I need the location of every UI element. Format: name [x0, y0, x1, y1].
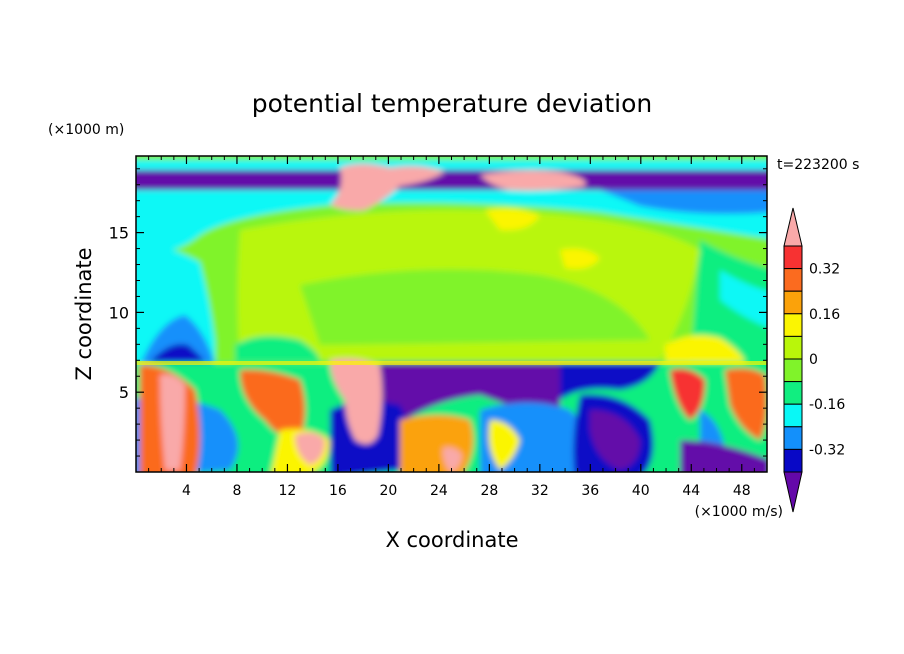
- contour-region: [400, 415, 474, 472]
- contour-region: [442, 447, 462, 472]
- contour-region: [295, 432, 325, 465]
- x-tick-label: 12: [279, 483, 297, 499]
- colorbar-segment: [783, 471, 803, 513]
- x-tick-label: 28: [480, 483, 498, 499]
- x-tick-label: 36: [581, 483, 599, 499]
- colorbar: [783, 207, 803, 513]
- colorbar-segment: [783, 290, 803, 315]
- colorbar-tick-label: 0.16: [809, 307, 840, 323]
- time-label: t=223200 s: [777, 157, 859, 173]
- colorbar-segment: [783, 426, 803, 450]
- contour-region: [300, 269, 650, 345]
- contour-region: [488, 420, 520, 470]
- contour-region: [136, 170, 767, 190]
- colorbar-segment: [783, 403, 803, 428]
- colorbar-tick-label: -0.32: [809, 442, 845, 458]
- contour-region: [665, 335, 745, 362]
- colorbar-tick-label: 0: [809, 352, 818, 368]
- contour-region: [240, 369, 305, 440]
- contour-region: [600, 190, 767, 214]
- x-tick-label: 16: [329, 483, 347, 499]
- contour-region: [136, 160, 767, 170]
- contour-region: [330, 358, 383, 444]
- contour-region: [485, 208, 540, 231]
- x-tick-label: 24: [430, 483, 448, 499]
- x-tick-label: 44: [682, 483, 700, 499]
- x-tick-label: 20: [379, 483, 397, 499]
- x-ticks: 4 8 12 16 20 24 28 32 36 40 44 48: [148, 156, 755, 499]
- x-axis-label: X coordinate: [385, 528, 518, 552]
- contour-region: [235, 336, 320, 362]
- inversion-line: [136, 361, 767, 365]
- contour-region: [380, 363, 560, 440]
- colorbar-segment: [783, 335, 803, 360]
- colorbar-segment: [783, 207, 803, 247]
- contour-region: [560, 248, 600, 269]
- y-tick-label: 5: [119, 383, 129, 402]
- contour-region: [150, 344, 205, 362]
- contour-region: [680, 440, 767, 472]
- chart-title: potential temperature deviation: [252, 89, 652, 118]
- contour-region: [670, 368, 705, 420]
- colorbar-segment: [783, 313, 803, 337]
- colorbar-segment: [783, 358, 803, 383]
- contour-region: [160, 374, 185, 470]
- x-tick-label: 8: [232, 483, 241, 499]
- colorbar-segment: [783, 245, 803, 270]
- y-tick-label: 15: [109, 224, 129, 243]
- contour-region: [480, 170, 586, 191]
- colorbar-tick-label: -0.16: [809, 397, 845, 413]
- y-unit-label: (×1000 m): [48, 122, 124, 138]
- x-tick-label: 48: [733, 483, 751, 499]
- contour-region: [725, 368, 767, 440]
- x-tick-label: 32: [531, 483, 549, 499]
- colorbar-segment: [783, 381, 803, 405]
- y-tick-label: 10: [109, 303, 129, 322]
- colorbar-segment: [783, 448, 803, 473]
- colorbar-ticks: 0.32 0.16 0 -0.16 -0.32: [809, 262, 845, 459]
- colorbar-tick-label: 0.32: [809, 262, 840, 278]
- contour-region: [560, 363, 660, 400]
- y-axis-label: Z coordinate: [72, 247, 96, 380]
- y-ticks: 5 10 15: [109, 168, 767, 457]
- contour-region: [330, 164, 445, 211]
- contour-region: [136, 190, 767, 253]
- contour-region: [720, 270, 767, 328]
- colorbar-segment: [783, 268, 803, 292]
- contour-region: [590, 410, 640, 470]
- x-tick-label: 40: [632, 483, 650, 499]
- contour-field: [136, 156, 767, 472]
- x-tick-label: 4: [182, 483, 191, 499]
- x-unit-label: (×1000 m/s): [695, 504, 783, 520]
